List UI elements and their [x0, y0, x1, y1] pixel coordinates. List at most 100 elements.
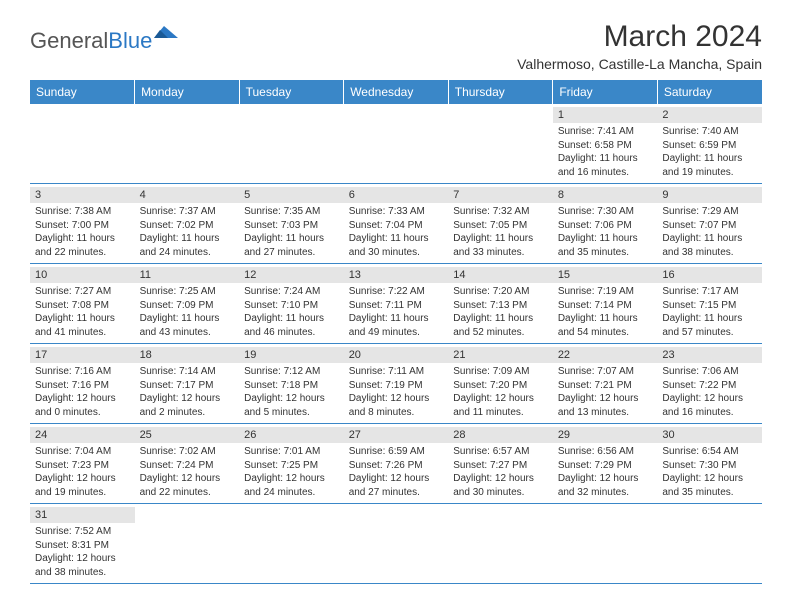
weekday-header: Thursday: [448, 80, 553, 104]
weekday-header: Sunday: [30, 80, 135, 104]
day-details: Sunrise: 7:35 AMSunset: 7:03 PMDaylight:…: [244, 205, 339, 259]
logo-text: GeneralBlue: [30, 28, 152, 54]
day-number: 8: [553, 187, 658, 203]
day-number: 1: [553, 107, 658, 123]
day-details: Sunrise: 6:54 AMSunset: 7:30 PMDaylight:…: [662, 445, 757, 499]
day-number: 22: [553, 347, 658, 363]
day-cell: 6 Sunrise: 7:33 AMSunset: 7:04 PMDaylight…: [344, 184, 449, 264]
day-number: 11: [135, 267, 240, 283]
day-details: Sunrise: 7:24 AMSunset: 7:10 PMDaylight:…: [244, 285, 339, 339]
empty-cell: [344, 504, 449, 584]
day-details: Sunrise: 7:11 AMSunset: 7:19 PMDaylight:…: [349, 365, 444, 419]
logo: GeneralBlue: [30, 24, 180, 57]
day-details: Sunrise: 7:30 AMSunset: 7:06 PMDaylight:…: [558, 205, 653, 259]
day-cell: 26Sunrise: 7:01 AMSunset: 7:25 PMDayligh…: [239, 424, 344, 504]
empty-cell: [239, 104, 344, 184]
calendar-row: 31Sunrise: 7:52 AMSunset: 8:31 PMDayligh…: [30, 504, 762, 584]
empty-cell: [657, 504, 762, 584]
day-number: 13: [344, 267, 449, 283]
day-number: 29: [553, 427, 658, 443]
day-cell: 24 Sunrise: 7:04 AMSunset: 7:23 PMDayligh…: [30, 424, 135, 504]
day-details: Sunrise: 7:16 AMSunset: 7:16 PMDaylight:…: [35, 365, 130, 419]
day-details: Sunrise: 6:56 AMSunset: 7:29 PMDaylight:…: [558, 445, 653, 499]
day-details: Sunrise: 7:33 AMSunset: 7:04 PMDaylight:…: [349, 205, 444, 259]
day-details: Sunrise: 7:14 AMSunset: 7:17 PMDaylight:…: [140, 365, 235, 419]
day-cell: 4Sunrise: 7:37 AMSunset: 7:02 PMDaylight…: [135, 184, 240, 264]
day-cell: 20Sunrise: 7:11 AMSunset: 7:19 PMDayligh…: [344, 344, 449, 424]
day-number: 14: [448, 267, 553, 283]
calendar-row: 24 Sunrise: 7:04 AMSunset: 7:23 PMDayligh…: [30, 424, 762, 504]
day-number: 21: [448, 347, 553, 363]
day-details: Sunrise: 7:52 AMSunset: 8:31 PMDaylight:…: [35, 525, 130, 579]
day-cell: 31Sunrise: 7:52 AMSunset: 8:31 PMDayligh…: [30, 504, 135, 584]
day-number: 26: [239, 427, 344, 443]
empty-cell: [135, 104, 240, 184]
day-cell: 3Sunrise: 7:38 AMSunset: 7:00 PMDaylight…: [30, 184, 135, 264]
calendar-row: 17 Sunrise: 7:16 AMSunset: 7:16 PMDayligh…: [30, 344, 762, 424]
day-number: 17: [30, 347, 135, 363]
day-details: Sunrise: 7:07 AMSunset: 7:21 PMDaylight:…: [558, 365, 653, 419]
weekday-header: Friday: [553, 80, 658, 104]
day-cell: 8 Sunrise: 7:30 AMSunset: 7:06 PMDaylight…: [553, 184, 658, 264]
day-cell: 13 Sunrise: 7:22 AMSunset: 7:11 PMDayligh…: [344, 264, 449, 344]
empty-cell: [553, 504, 658, 584]
day-details: Sunrise: 7:19 AMSunset: 7:14 PMDaylight:…: [558, 285, 653, 339]
day-details: Sunrise: 7:40 AMSunset: 6:59 PMDaylight:…: [662, 125, 757, 179]
day-number: 10: [30, 267, 135, 283]
day-details: Sunrise: 7:17 AMSunset: 7:15 PMDaylight:…: [662, 285, 757, 339]
location-text: Valhermoso, Castille-La Mancha, Spain: [517, 56, 762, 72]
day-details: Sunrise: 6:57 AMSunset: 7:27 PMDaylight:…: [453, 445, 548, 499]
day-details: Sunrise: 7:41 AMSunset: 6:58 PMDaylight:…: [558, 125, 653, 179]
day-number: 12: [239, 267, 344, 283]
day-cell: 1 Sunrise: 7:41 AMSunset: 6:58 PMDaylight…: [553, 104, 658, 184]
day-cell: 19Sunrise: 7:12 AMSunset: 7:18 PMDayligh…: [239, 344, 344, 424]
day-cell: 7Sunrise: 7:32 AMSunset: 7:05 PMDaylight…: [448, 184, 553, 264]
day-details: Sunrise: 7:02 AMSunset: 7:24 PMDaylight:…: [140, 445, 235, 499]
day-number: 7: [448, 187, 553, 203]
empty-cell: [448, 504, 553, 584]
title-block: March 2024 Valhermoso, Castille-La Manch…: [517, 20, 762, 72]
day-details: Sunrise: 7:27 AMSunset: 7:08 PMDaylight:…: [35, 285, 130, 339]
day-number: 25: [135, 427, 240, 443]
day-number: 9: [657, 187, 762, 203]
calendar-table: SundayMondayTuesdayWednesdayThursdayFrid…: [30, 80, 762, 584]
day-number: 16: [657, 267, 762, 283]
day-number: 19: [239, 347, 344, 363]
empty-cell: [239, 504, 344, 584]
day-cell: 16 Sunrise: 7:17 AMSunset: 7:15 PMDayligh…: [657, 264, 762, 344]
calendar-header: SundayMondayTuesdayWednesdayThursdayFrid…: [30, 80, 762, 104]
day-number: 24: [30, 427, 135, 443]
empty-cell: [344, 104, 449, 184]
day-cell: 23Sunrise: 7:06 AMSunset: 7:22 PMDayligh…: [657, 344, 762, 424]
day-details: Sunrise: 7:29 AMSunset: 7:07 PMDaylight:…: [662, 205, 757, 259]
day-details: Sunrise: 7:25 AMSunset: 7:09 PMDaylight:…: [140, 285, 235, 339]
day-cell: 28Sunrise: 6:57 AMSunset: 7:27 PMDayligh…: [448, 424, 553, 504]
day-number: 3: [30, 187, 135, 203]
calendar-row: 3Sunrise: 7:38 AMSunset: 7:00 PMDaylight…: [30, 184, 762, 264]
day-cell: 30 Sunrise: 6:54 AMSunset: 7:30 PMDayligh…: [657, 424, 762, 504]
day-details: Sunrise: 7:04 AMSunset: 7:23 PMDaylight:…: [35, 445, 130, 499]
weekday-header: Saturday: [657, 80, 762, 104]
day-number: 27: [344, 427, 449, 443]
day-number: 30: [657, 427, 762, 443]
day-cell: 15 Sunrise: 7:19 AMSunset: 7:14 PMDayligh…: [553, 264, 658, 344]
day-cell: 2 Sunrise: 7:40 AMSunset: 6:59 PMDaylight…: [657, 104, 762, 184]
day-number: 6: [344, 187, 449, 203]
logo-part1: General: [30, 28, 108, 53]
day-details: Sunrise: 7:20 AMSunset: 7:13 PMDaylight:…: [453, 285, 548, 339]
calendar-body: 1 Sunrise: 7:41 AMSunset: 6:58 PMDaylight…: [30, 104, 762, 584]
weekday-header: Wednesday: [344, 80, 449, 104]
day-number: 15: [553, 267, 658, 283]
day-cell: 27 Sunrise: 6:59 AMSunset: 7:26 PMDayligh…: [344, 424, 449, 504]
day-details: Sunrise: 6:59 AMSunset: 7:26 PMDaylight:…: [349, 445, 444, 499]
day-cell: 9 Sunrise: 7:29 AMSunset: 7:07 PMDaylight…: [657, 184, 762, 264]
day-cell: 14 Sunrise: 7:20 AMSunset: 7:13 PMDayligh…: [448, 264, 553, 344]
day-cell: 18Sunrise: 7:14 AMSunset: 7:17 PMDayligh…: [135, 344, 240, 424]
day-details: Sunrise: 7:06 AMSunset: 7:22 PMDaylight:…: [662, 365, 757, 419]
day-number: 5: [239, 187, 344, 203]
day-number: 2: [657, 107, 762, 123]
month-title: March 2024: [517, 20, 762, 54]
day-cell: 17 Sunrise: 7:16 AMSunset: 7:16 PMDayligh…: [30, 344, 135, 424]
day-cell: 12 Sunrise: 7:24 AMSunset: 7:10 PMDayligh…: [239, 264, 344, 344]
day-details: Sunrise: 7:22 AMSunset: 7:11 PMDaylight:…: [349, 285, 444, 339]
